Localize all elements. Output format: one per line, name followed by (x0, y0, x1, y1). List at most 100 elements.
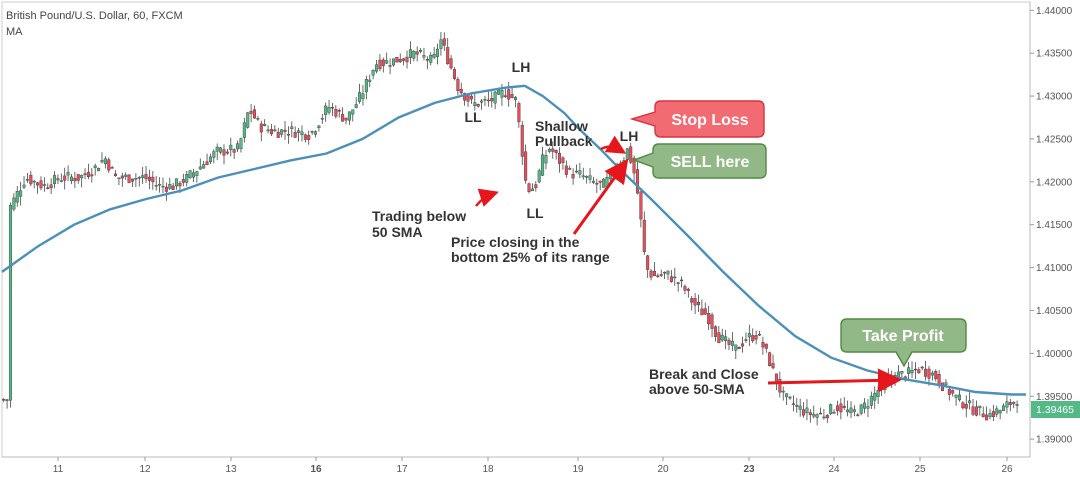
candle-body (595, 182, 599, 185)
candle-body (161, 185, 165, 188)
candle-body (86, 172, 90, 178)
candle-body (659, 274, 663, 276)
candle-body (259, 123, 263, 133)
candle-body (727, 339, 731, 345)
candle-body (53, 175, 57, 184)
candle-body (449, 58, 453, 69)
candle-body (537, 170, 541, 183)
y-tick-label: 1.44000 (1036, 6, 1073, 17)
candle-body (954, 394, 958, 398)
candle-body (568, 168, 572, 170)
candle-body (395, 57, 399, 63)
candle-body (130, 178, 134, 182)
y-tick-label: 1.43500 (1036, 49, 1073, 60)
candle-body (598, 180, 602, 183)
candle-body (924, 368, 928, 377)
candle-body (253, 109, 257, 119)
candle-body (635, 169, 639, 194)
candle-body (36, 182, 40, 186)
candle-body (97, 168, 101, 172)
candle-body (744, 339, 748, 341)
candle-body (652, 270, 656, 277)
candle-body (232, 149, 236, 153)
shallow-pullback-arrow (600, 135, 627, 154)
candle-body (337, 110, 341, 112)
candle-body (680, 279, 684, 282)
y-axis: 1.44000 1.43500 1.43000 1.42500 1.42000 1.415… (1030, 6, 1073, 446)
candle-body (22, 184, 26, 188)
candle-body (93, 165, 97, 168)
y-tick-label: 1.40000 (1036, 349, 1073, 360)
candle-body (242, 122, 246, 138)
candle-body (815, 414, 819, 418)
candle-body (710, 314, 714, 329)
candle-body (341, 114, 345, 122)
candle-body (120, 175, 124, 179)
candle-body (317, 125, 321, 128)
candle-body (913, 368, 917, 371)
candle-body (558, 153, 562, 164)
candle-body (185, 174, 189, 183)
y-tick-label: 1.39500 (1036, 392, 1073, 403)
candle-body (503, 95, 507, 97)
candle-body (80, 175, 84, 179)
candle-body (25, 179, 29, 181)
candle-body (324, 105, 328, 115)
candle-body (795, 405, 799, 407)
candle-body (39, 180, 43, 189)
take-profit-callout: Take Profit (840, 318, 967, 368)
candle-body (107, 159, 111, 171)
candle-body (758, 333, 762, 336)
candle-body (263, 124, 267, 127)
candle-body (439, 39, 443, 49)
candle-body (446, 47, 450, 64)
candle-body (117, 177, 121, 180)
candle-body (734, 344, 738, 351)
x-tick-label: 26 (1001, 464, 1013, 475)
candle-body (188, 170, 192, 178)
candle-body (137, 177, 141, 179)
candle-body (398, 58, 402, 63)
y-tick-label: 1.40500 (1036, 306, 1073, 317)
candle-body (330, 107, 334, 109)
y-tick-label: 1.39000 (1036, 435, 1073, 446)
chart-title: British Pound/U.S. Dollar, 60, FXCM (6, 10, 183, 22)
candle-body (585, 176, 589, 178)
candle-body (371, 70, 375, 76)
candle-body (764, 343, 768, 349)
candle-body (229, 144, 233, 150)
candle-body (12, 197, 16, 210)
candle-body (168, 184, 172, 189)
take-profit-box (840, 318, 967, 368)
candle-body (551, 148, 555, 152)
candle-body (303, 134, 307, 140)
candle-body (663, 271, 667, 274)
candle-body (351, 109, 355, 115)
candle-body (690, 298, 694, 303)
break-close-arrow (767, 368, 902, 393)
price-closing-line2: bottom 25% of its range (451, 249, 610, 265)
candle-body (724, 336, 728, 341)
candle-body (56, 178, 60, 181)
candle-body (639, 191, 643, 220)
candle-body (530, 188, 534, 192)
candle-body (747, 333, 751, 338)
y-tick-label: 1.42000 (1036, 177, 1073, 188)
candle-body (574, 170, 578, 173)
candle-body (273, 129, 277, 132)
candle-body (964, 403, 968, 409)
candle-body (988, 413, 992, 418)
candle-body (669, 276, 673, 282)
candle-body (290, 126, 294, 129)
candle-body (507, 89, 511, 100)
candle-body (578, 170, 582, 175)
candle-body (873, 392, 877, 401)
candle-body (880, 380, 884, 390)
candle-body (497, 89, 501, 95)
y-tick-label: 1.43000 (1036, 92, 1073, 103)
candle-body (900, 371, 904, 374)
candle-body (646, 255, 650, 270)
candle-body (19, 190, 23, 197)
